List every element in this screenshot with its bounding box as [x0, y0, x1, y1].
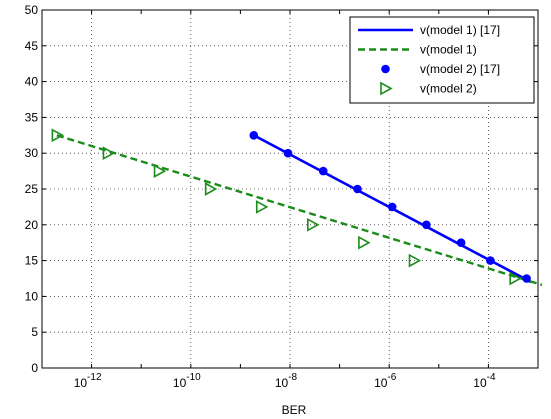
x-axis-label: BER — [282, 403, 307, 417]
x-tick-label-power: -10 — [186, 372, 201, 383]
y-tick-label: 30 — [25, 146, 39, 160]
x-tick-label: 10-12 — [74, 372, 102, 390]
data-point-dot — [522, 274, 531, 283]
x-tick-label-base: 10 — [473, 376, 487, 390]
legend-swatch-marker — [381, 64, 390, 74]
data-point-triangle — [204, 182, 218, 196]
x-tick-label-base: 10 — [374, 376, 388, 390]
y-tick-label: 45 — [25, 39, 39, 53]
data-point-triangle — [509, 271, 522, 286]
data-point-triangle — [307, 217, 320, 232]
data-point-triangle — [102, 146, 116, 161]
data-point-triangle — [255, 200, 269, 214]
legend-entry-label: v(model 1) — [420, 43, 477, 57]
data-point-dot — [422, 220, 431, 230]
data-point-triangle — [153, 164, 167, 178]
y-tick-label: 25 — [25, 182, 39, 196]
data-point-triangle — [358, 235, 371, 250]
y-tick-label: 0 — [31, 361, 38, 375]
y-tick-label: 50 — [25, 3, 39, 17]
legend-entry-label: v(model 2) — [420, 82, 477, 96]
legend-swatch-marker — [380, 81, 393, 96]
y-tick-label: 35 — [25, 110, 39, 124]
x-tick-label-power: -12 — [87, 372, 102, 383]
data-point-dot — [283, 148, 293, 158]
data-point-triangle — [51, 128, 65, 143]
y-tick-label: 40 — [25, 75, 39, 89]
legend: v(model 1) [17] v(model 1) v(model 2) [17]… — [349, 16, 535, 104]
x-tick-label: 10-6 — [374, 372, 397, 390]
series-markers — [51, 128, 531, 286]
x-tick-label-base: 10 — [74, 376, 88, 390]
x-tick-label-power: -8 — [288, 372, 297, 383]
x-tick-label: 10-8 — [275, 372, 298, 390]
data-point-dot — [456, 238, 466, 247]
y-tick-label: 5 — [31, 325, 38, 339]
y-tick-label: 15 — [25, 254, 39, 268]
x-tick-label-power: -4 — [487, 372, 496, 383]
y-tick-label: 20 — [25, 218, 39, 232]
data-point-triangle — [408, 253, 422, 268]
x-tick-label: 10-10 — [173, 372, 201, 390]
x-tick-label-power: -6 — [387, 372, 396, 383]
data-point-dot — [387, 202, 397, 212]
data-point-dot — [486, 256, 495, 265]
x-tick-label-base: 10 — [173, 376, 187, 390]
y-tick-label: 10 — [25, 289, 39, 303]
legend-entry-label: v(model 1) [17] — [420, 23, 500, 37]
x-tick-label-base: 10 — [275, 376, 289, 390]
data-point-dot — [353, 184, 362, 194]
x-tick-label: 10-4 — [473, 372, 496, 390]
legend-entry-label: v(model 2) [17] — [420, 62, 500, 76]
data-point-dot — [249, 131, 259, 140]
data-point-dot — [318, 166, 328, 176]
series-line — [56, 134, 543, 287]
